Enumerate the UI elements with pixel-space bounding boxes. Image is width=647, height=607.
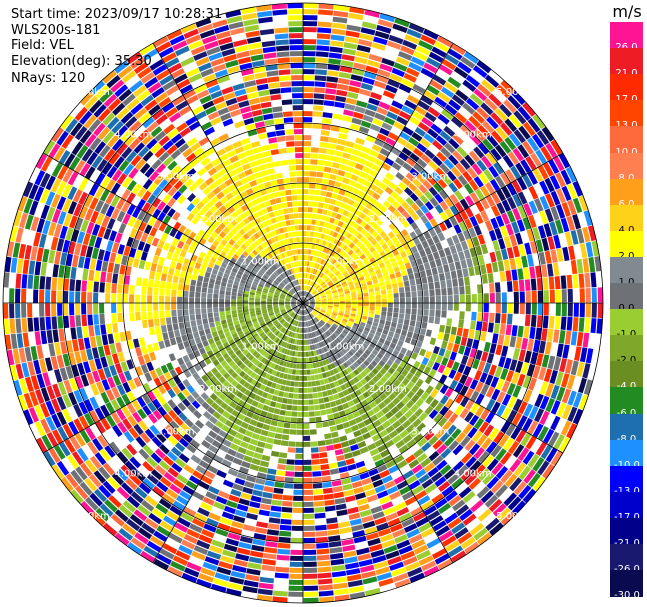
range-ring-label: 3.00km [411, 172, 449, 183]
colorbar-bin [610, 413, 643, 441]
range-ring-label: 5.00km [496, 511, 534, 522]
range-ring-label: 2.00km [369, 214, 407, 225]
velocity-colorbar: m/s 26.0 21.0 17.0 13.0 10.0 8.0 6.0 4.0 2.0 1.0 0… [610, 0, 647, 607]
colorbar-bin [610, 491, 643, 519]
range-ring-label: 4.00km [114, 129, 152, 140]
colorbar-tick-label: 13.0 [614, 120, 639, 132]
colorbar-bin [610, 309, 643, 336]
velocity-gates [3, 3, 603, 603]
colorbar-bin [610, 256, 643, 284]
colorbar-tick-label: -10.0 [614, 460, 640, 472]
colorbar-tick-label: -30.0 [614, 590, 640, 602]
nrays-label: NRays: 120 [11, 71, 86, 86]
colorbar-bin [610, 126, 643, 153]
range-ring-label: 3.00km [157, 172, 195, 183]
colorbar-bin [610, 570, 643, 597]
colorbar-tick-label: -13.0 [614, 486, 640, 498]
range-ring-label: 1.00km [326, 257, 364, 268]
start-time-label: Start time: 2023/09/17 10:28:31 [11, 7, 223, 22]
site-label: WLS200s-181 [11, 23, 101, 38]
colorbar-tick-label: 21.0 [614, 68, 639, 80]
colorbar-tick-label: -26.0 [614, 564, 640, 576]
colorbar-tick-label: 17.0 [614, 94, 639, 106]
colorbar-tick-label: -2.0 [614, 355, 639, 367]
radar-ppi-display: 1.00km 1.00km 1.00km 1.00km 2.00km 2.00km 2.00… [2, 2, 604, 604]
colorbar-bin [610, 152, 643, 180]
range-ring-label: 5.00km [72, 511, 110, 522]
elevation-label: Elevation(deg): 35.30 [11, 54, 152, 69]
colorbar-tick-label: -8.0 [614, 434, 639, 446]
colorbar-bin [610, 544, 643, 571]
colorbar-tick-label: 2.0 [614, 251, 639, 263]
colorbar-bin [610, 178, 643, 206]
range-ring-label: 5.00km [496, 87, 534, 98]
colorbar-bin [610, 22, 643, 49]
range-ring-label: 5.00km [72, 87, 110, 98]
range-ring-label: 1.00km [242, 257, 280, 268]
colorbar-tick-label: 0.0 [614, 303, 639, 315]
field-label: Field: VEL [11, 38, 74, 53]
colorbar-bin [610, 335, 643, 362]
colorbar-tick-label: -1.0 [614, 329, 639, 341]
colorbar-tick-label: 10.0 [614, 147, 639, 159]
colorbar-bin [610, 74, 643, 101]
colorbar-tick-label: 26.0 [614, 42, 639, 54]
range-ring-label: 4.00km [114, 469, 152, 480]
colorbar-bin [610, 517, 643, 545]
range-ring-label: 4.00km [454, 469, 492, 480]
range-ring-label: 1.00km [326, 341, 364, 352]
range-ring-label: 2.00km [199, 214, 237, 225]
colorbar-tick-label: -6.0 [614, 408, 639, 420]
colorbar-unit: m/s [612, 2, 642, 21]
range-ring-label: 3.00km [411, 426, 449, 437]
colorbar-bin [610, 48, 643, 75]
colorbar-bin [610, 100, 643, 127]
range-ring-label: 2.00km [199, 384, 237, 395]
colorbar-bin [610, 439, 643, 467]
colorbar-bin [610, 465, 643, 493]
range-ring-label: 1.00km [242, 341, 280, 352]
colorbar-bin [610, 283, 643, 310]
colorbar-tick-label: 1.0 [614, 277, 639, 289]
colorbar-tick-label: -17.0 [614, 512, 640, 524]
colorbar-tick-label: 4.0 [614, 225, 639, 237]
colorbar-bin [610, 230, 643, 258]
colorbar-bin [610, 387, 643, 414]
colorbar-tick-label: -21.0 [614, 538, 640, 550]
colorbar-tick-label: -4.0 [614, 381, 639, 393]
range-ring-label: 2.00km [369, 384, 407, 395]
polar-grid [2, 2, 604, 604]
colorbar-bin [610, 204, 643, 232]
colorbar-tick-label: 8.0 [614, 173, 639, 185]
range-ring-label: 4.00km [454, 129, 492, 140]
colorbar-tick-label: 6.0 [614, 199, 639, 211]
range-ring-labels: 1.00km 1.00km 1.00km 1.00km 2.00km 2.00km 2.00… [72, 87, 534, 522]
range-ring-label: 3.00km [157, 426, 195, 437]
colorbar-bin [610, 361, 643, 388]
